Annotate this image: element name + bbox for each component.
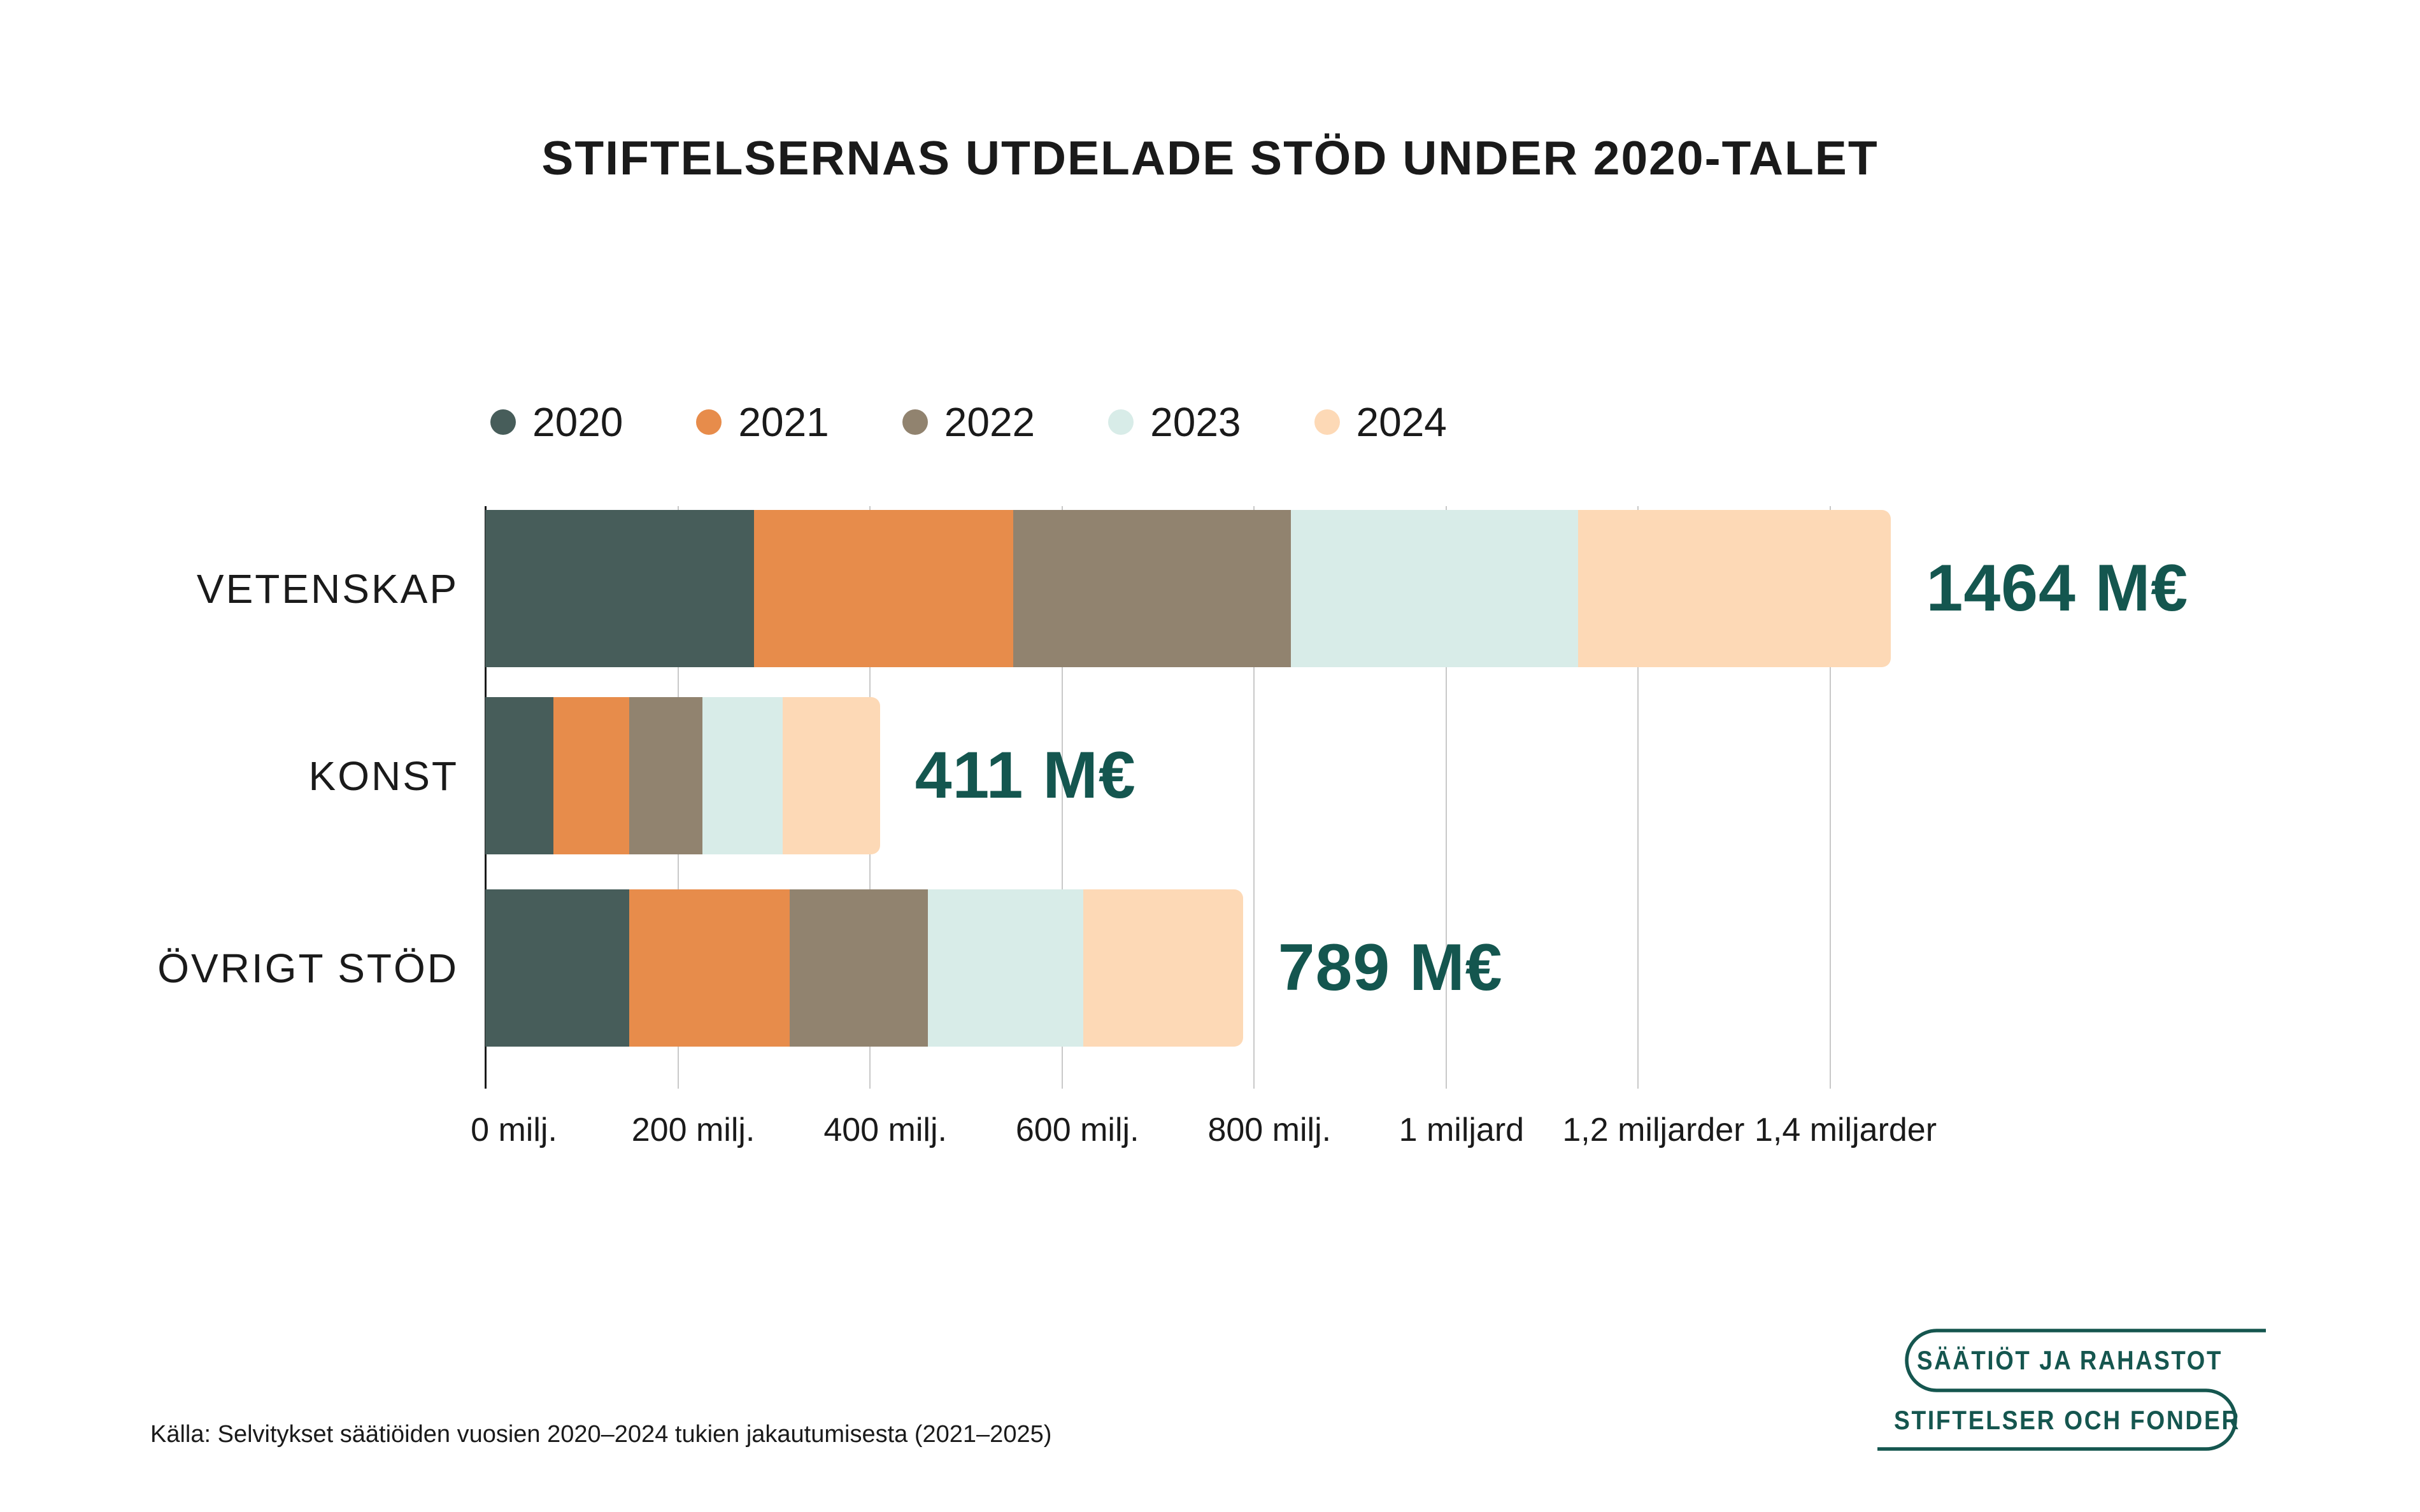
legend: 2020 2021 2022 2023 2024: [490, 399, 1447, 446]
legend-item-2020: 2020: [490, 399, 623, 446]
x-tick-label: 1,4 miljarder: [1754, 1112, 1937, 1148]
logo-ribbon-outline: [1877, 1329, 2266, 1451]
x-gridline: [1061, 506, 1063, 1089]
bar-segment-2021: [754, 510, 1014, 667]
category-label: VETENSKAP: [196, 565, 459, 612]
bar-segment-2022: [789, 889, 929, 1047]
bar-segment-2021: [553, 697, 630, 854]
x-tick-label: 200 milj.: [631, 1112, 755, 1148]
bar-segment-2023: [1291, 510, 1578, 667]
legend-item-2022: 2022: [902, 399, 1035, 446]
total-value-label: 1464 M€: [1926, 551, 2189, 625]
bar-segment-2024: [1083, 889, 1243, 1047]
x-tick-label: 1,2 miljarder: [1562, 1112, 1745, 1148]
category-label: ÖVRIGT STÖD: [157, 945, 459, 991]
x-gridline: [1637, 506, 1639, 1089]
legend-dot-2022: [902, 409, 928, 435]
logo-text-line1: SÄÄTIÖT JA RAHASTOT: [1917, 1345, 2223, 1375]
x-gridline: [1830, 506, 1831, 1089]
bar-row: [485, 889, 1243, 1047]
bar-segment-2020: [485, 510, 755, 667]
total-value-label: 411 M€: [915, 738, 1136, 812]
bar-segment-2020: [485, 697, 554, 854]
source-note: Källa: Selvitykset säätiöiden vuosien 20…: [150, 1421, 1052, 1448]
legend-label: 2024: [1356, 399, 1447, 445]
legend-label: 2021: [738, 399, 829, 445]
bar-segment-2021: [629, 889, 790, 1047]
legend-item-2021: 2021: [696, 399, 829, 446]
bar-segment-2024: [1577, 510, 1891, 667]
legend-dot-2024: [1314, 409, 1340, 435]
bar-segment-2024: [783, 697, 880, 854]
legend-item-2023: 2023: [1108, 399, 1241, 446]
legend-dot-2020: [490, 409, 516, 435]
logo: SÄÄTIÖT JA RAHASTOT STIFTELSER OCH FONDE…: [1877, 1329, 2266, 1451]
bar-segment-2023: [928, 889, 1084, 1047]
total-value-label: 789 M€: [1278, 931, 1503, 1005]
legend-label: 2023: [1150, 399, 1241, 445]
x-tick-label: 800 milj.: [1207, 1112, 1332, 1148]
legend-item-2024: 2024: [1314, 399, 1447, 446]
legend-label: 2020: [532, 399, 623, 445]
category-label: KONST: [308, 752, 459, 799]
legend-dot-2021: [696, 409, 722, 435]
x-tick-label: 0 milj.: [471, 1112, 557, 1148]
x-gridline: [1445, 506, 1447, 1089]
bar-segment-2022: [1013, 510, 1292, 667]
logo-text-line2: STIFTELSER OCH FONDER: [1894, 1405, 2240, 1435]
bar-row: [485, 697, 880, 854]
legend-dot-2023: [1108, 409, 1134, 435]
bar-segment-2023: [702, 697, 783, 854]
x-tick-label: 600 milj.: [1015, 1112, 1139, 1148]
chart-title: STIFTELSERNAS UTDELADE STÖD UNDER 2020-T…: [541, 131, 1879, 185]
bar-row: [485, 510, 1891, 667]
x-tick-label: 400 milj.: [823, 1112, 947, 1148]
legend-label: 2022: [944, 399, 1036, 445]
x-tick-label: 1 miljard: [1399, 1112, 1525, 1148]
bar-segment-2020: [485, 889, 630, 1047]
bar-segment-2022: [629, 697, 702, 854]
x-gridline: [1253, 506, 1255, 1089]
